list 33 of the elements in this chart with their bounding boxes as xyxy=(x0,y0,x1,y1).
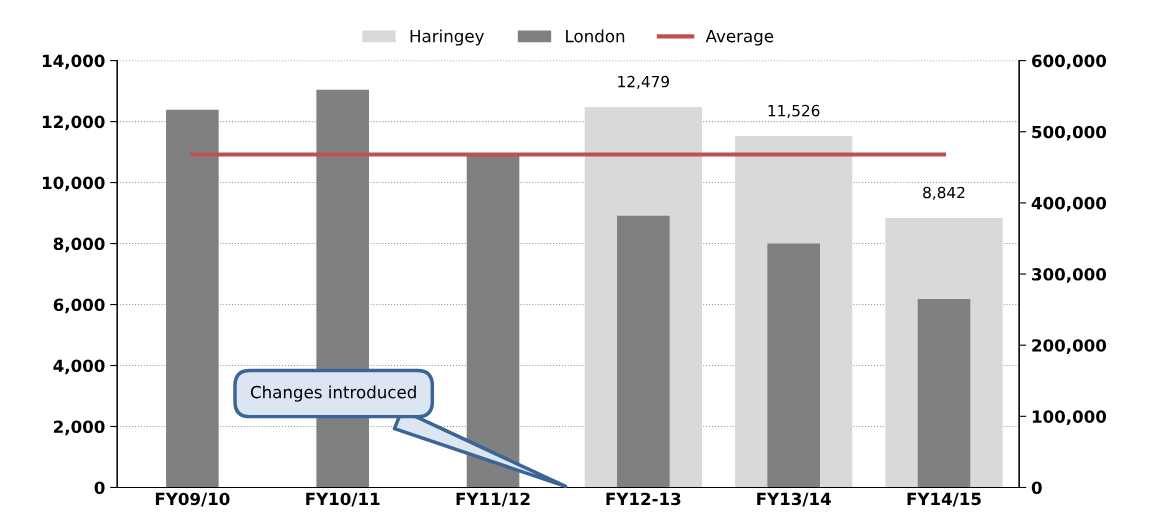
y-tick-label: 0 xyxy=(94,481,105,495)
bar xyxy=(166,109,219,488)
y-tick-label: 12,000 xyxy=(42,115,105,131)
data-label: 8,842 xyxy=(923,186,965,200)
bar xyxy=(917,298,971,488)
y2-tick-label: 500,000 xyxy=(1032,125,1107,141)
bar xyxy=(617,215,670,488)
x-tick-label: FY10/11 xyxy=(306,492,380,507)
legend-label: Haringey xyxy=(410,29,484,46)
x-tick-label: FY12-13 xyxy=(606,492,681,506)
y2-tick-label: 400,000 xyxy=(1031,196,1107,212)
y-tick-label: 4,000 xyxy=(53,359,105,375)
y-tick-label: 14,000 xyxy=(42,54,105,70)
data-label: 11,526 xyxy=(768,104,820,118)
y2-tick-label: 600,000 xyxy=(1032,54,1107,70)
x-tick-label: FY11/12 xyxy=(456,492,530,507)
bar xyxy=(767,243,820,488)
annotation: Changes introduced xyxy=(250,385,416,402)
y2-tick-label: 200,000 xyxy=(1032,339,1107,354)
y-tick-label: 2,000 xyxy=(53,420,105,436)
y-tick-label: 6,000 xyxy=(53,298,105,314)
y-tick-label: 10,000 xyxy=(42,176,105,192)
bar xyxy=(466,155,520,488)
legend-label: London xyxy=(566,29,625,43)
data-label: 12,479 xyxy=(618,75,669,89)
x-tick-label: FY13/14 xyxy=(757,492,831,507)
x-tick-label: FY09/10 xyxy=(155,492,230,507)
y2-tick-label: 100,000 xyxy=(1032,410,1107,426)
y2-tick-label: 0 xyxy=(1031,481,1042,495)
y-tick-label: 8,000 xyxy=(53,237,105,253)
x-tick-label: FY14/15 xyxy=(907,492,981,507)
y2-tick-label: 300,000 xyxy=(1032,268,1107,283)
legend-label: Average xyxy=(705,29,774,46)
